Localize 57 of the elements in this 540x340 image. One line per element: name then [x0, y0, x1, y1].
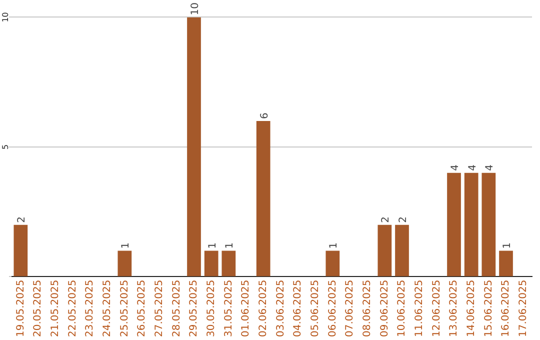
bar — [187, 17, 201, 276]
x-tick-label: 27.05.2025 — [154, 280, 165, 338]
x-tick-label: 07.06.2025 — [344, 280, 356, 338]
data-label: 1 — [207, 242, 218, 249]
data-label: 1 — [328, 242, 340, 249]
x-tick-label: 12.06.2025 — [431, 280, 442, 338]
x-tick-label: 20.05.2025 — [32, 280, 44, 338]
data-label: 2 — [16, 216, 28, 223]
x-tick-label: 19.05.2025 — [15, 280, 26, 338]
data-label: 10 — [190, 2, 201, 16]
bar — [464, 172, 478, 276]
bar — [14, 224, 28, 276]
bar — [499, 250, 513, 276]
x-tick-label: 28.05.2025 — [171, 280, 182, 338]
x-tick-label: 22.05.2025 — [67, 280, 78, 338]
bar — [204, 250, 218, 276]
data-label: 4 — [484, 164, 496, 171]
bar — [256, 121, 270, 276]
x-tick-label: 24.05.2025 — [102, 280, 113, 338]
x-tick-label: 29.05.2025 — [188, 280, 200, 338]
x-tick-label: 13.06.2025 — [448, 280, 460, 338]
x-tick-label: 21.05.2025 — [50, 280, 61, 338]
data-label: 1 — [502, 242, 513, 249]
x-tick-label: 25.05.2025 — [119, 280, 130, 338]
data-label: 4 — [467, 164, 478, 171]
x-tick-label: 11.06.2025 — [414, 280, 425, 338]
bar — [118, 250, 132, 276]
x-tick-label: 16.06.2025 — [500, 280, 512, 338]
data-label: 2 — [398, 216, 409, 223]
bar — [378, 224, 392, 276]
x-tick-label: 30.05.2025 — [206, 280, 217, 338]
x-tick-label: 23.05.2025 — [84, 280, 96, 338]
bar — [482, 172, 496, 276]
x-tick-label: 09.06.2025 — [379, 280, 390, 338]
y-tick-label: 5 — [1, 144, 10, 150]
data-label: 1 — [224, 242, 236, 249]
x-tick-label: 02.06.2025 — [258, 280, 269, 338]
bar — [447, 172, 461, 276]
x-tick-label: 26.05.2025 — [136, 280, 148, 338]
bar — [395, 224, 409, 276]
x-tick-label: 01.06.2025 — [240, 280, 252, 338]
data-label: 6 — [259, 112, 270, 120]
x-tick-label: 03.06.2025 — [275, 280, 286, 338]
x-tick-label: 31.05.2025 — [223, 280, 234, 338]
bar — [326, 250, 340, 276]
x-tick-label: 08.06.2025 — [362, 280, 373, 338]
data-label: 1 — [120, 242, 132, 249]
data-label: 4 — [450, 164, 461, 171]
x-tick-label: 10.06.2025 — [396, 280, 408, 338]
data-label: 2 — [380, 216, 392, 223]
x-tick-label: 15.06.2025 — [483, 280, 494, 338]
bar — [222, 250, 236, 276]
x-tick-label: 06.06.2025 — [327, 280, 338, 338]
x-tick-label: 04.06.2025 — [292, 280, 304, 338]
x-tick-label: 17.06.2025 — [518, 280, 529, 338]
x-tick-label: 14.06.2025 — [466, 280, 477, 338]
x-tick-label: 05.06.2025 — [310, 280, 321, 338]
